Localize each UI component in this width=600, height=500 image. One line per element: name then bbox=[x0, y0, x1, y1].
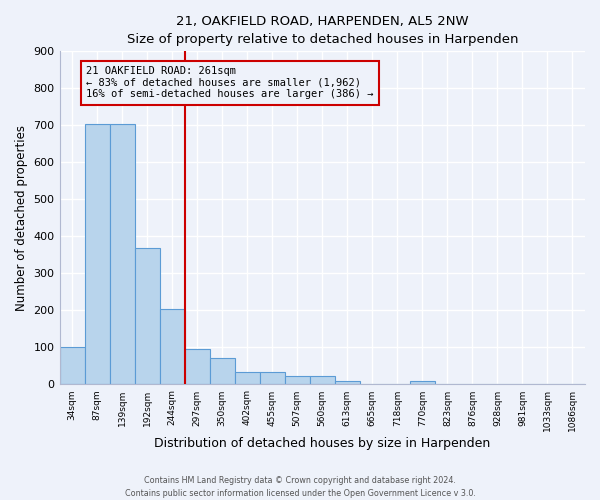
Text: 21 OAKFIELD ROAD: 261sqm
← 83% of detached houses are smaller (1,962)
16% of sem: 21 OAKFIELD ROAD: 261sqm ← 83% of detach… bbox=[86, 66, 373, 100]
Title: 21, OAKFIELD ROAD, HARPENDEN, AL5 2NW
Size of property relative to detached hous: 21, OAKFIELD ROAD, HARPENDEN, AL5 2NW Si… bbox=[127, 15, 518, 46]
Bar bbox=[260, 372, 285, 384]
Bar bbox=[160, 308, 185, 384]
Bar bbox=[235, 372, 260, 384]
Bar bbox=[134, 248, 160, 384]
Text: Contains HM Land Registry data © Crown copyright and database right 2024.
Contai: Contains HM Land Registry data © Crown c… bbox=[125, 476, 475, 498]
Y-axis label: Number of detached properties: Number of detached properties bbox=[15, 125, 28, 311]
Bar bbox=[185, 350, 209, 384]
Bar bbox=[310, 376, 335, 384]
X-axis label: Distribution of detached houses by size in Harpenden: Distribution of detached houses by size … bbox=[154, 437, 490, 450]
Bar bbox=[59, 348, 85, 385]
Bar bbox=[335, 381, 360, 384]
Bar bbox=[410, 381, 435, 384]
Bar bbox=[209, 358, 235, 384]
Bar bbox=[285, 376, 310, 384]
Bar bbox=[85, 124, 110, 384]
Bar bbox=[110, 124, 134, 384]
